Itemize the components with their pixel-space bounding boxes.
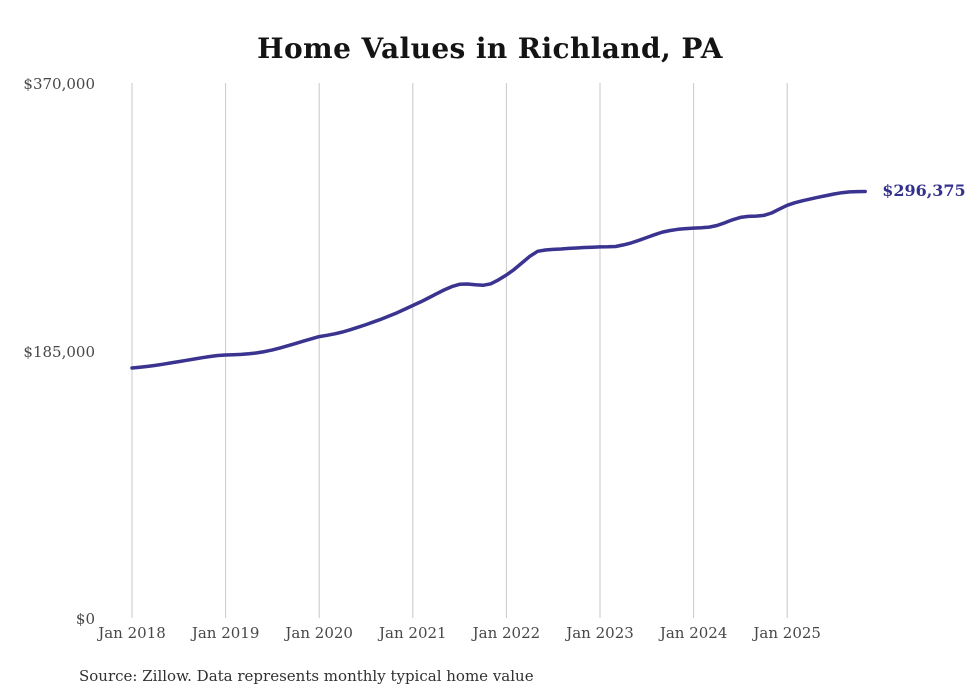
x-tick-label: Jan 2019 [191, 624, 260, 642]
y-tick-label: $185,000 [23, 342, 95, 361]
x-tick-label: Jan 2024 [659, 624, 728, 642]
x-tick-label: Jan 2023 [566, 624, 634, 642]
vertical-gridlines [131, 83, 788, 618]
y-tick-label: $370,000 [23, 75, 95, 93]
home-value-line [130, 189, 867, 370]
x-tick-label: Jan 2018 [98, 624, 166, 642]
x-tick-label: Jan 2021 [379, 624, 447, 642]
x-tick-label: Jan 2020 [285, 624, 353, 642]
latest-value-label: $296,375 [882, 181, 966, 201]
x-tick-label: Jan 2022 [472, 624, 541, 642]
y-tick-label: $0 [75, 610, 95, 628]
x-tick-label: Jan 2025 [753, 624, 821, 642]
chart-title: Home Values in Richland, PA [257, 32, 723, 65]
source-note: Source: Zillow. Data represents monthly … [79, 667, 534, 685]
